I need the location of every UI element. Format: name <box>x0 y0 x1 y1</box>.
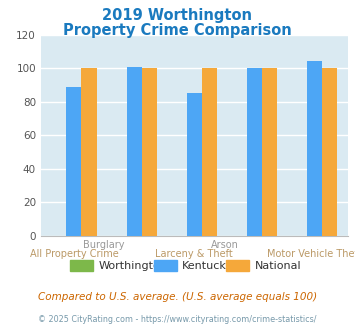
Bar <box>81 68 97 236</box>
Text: Arson: Arson <box>211 240 239 250</box>
Bar <box>202 68 217 236</box>
Text: Compared to U.S. average. (U.S. average equals 100): Compared to U.S. average. (U.S. average … <box>38 292 317 302</box>
Text: Burglary: Burglary <box>83 240 125 250</box>
Bar <box>322 68 337 236</box>
Bar <box>66 87 81 236</box>
Bar <box>127 67 142 236</box>
Bar <box>247 68 262 236</box>
Text: Larceny & Theft: Larceny & Theft <box>155 249 233 259</box>
Text: Motor Vehicle Theft: Motor Vehicle Theft <box>267 249 355 259</box>
Text: Kentucky: Kentucky <box>182 261 233 271</box>
Bar <box>187 93 202 236</box>
Text: National: National <box>255 261 301 271</box>
Text: © 2025 CityRating.com - https://www.cityrating.com/crime-statistics/: © 2025 CityRating.com - https://www.city… <box>38 315 317 324</box>
Text: All Property Crime: All Property Crime <box>29 249 118 259</box>
Text: Worthington: Worthington <box>99 261 168 271</box>
Bar <box>142 68 157 236</box>
Text: Property Crime Comparison: Property Crime Comparison <box>63 23 292 38</box>
Bar <box>262 68 277 236</box>
Text: 2019 Worthington: 2019 Worthington <box>103 8 252 23</box>
Bar <box>307 61 322 236</box>
